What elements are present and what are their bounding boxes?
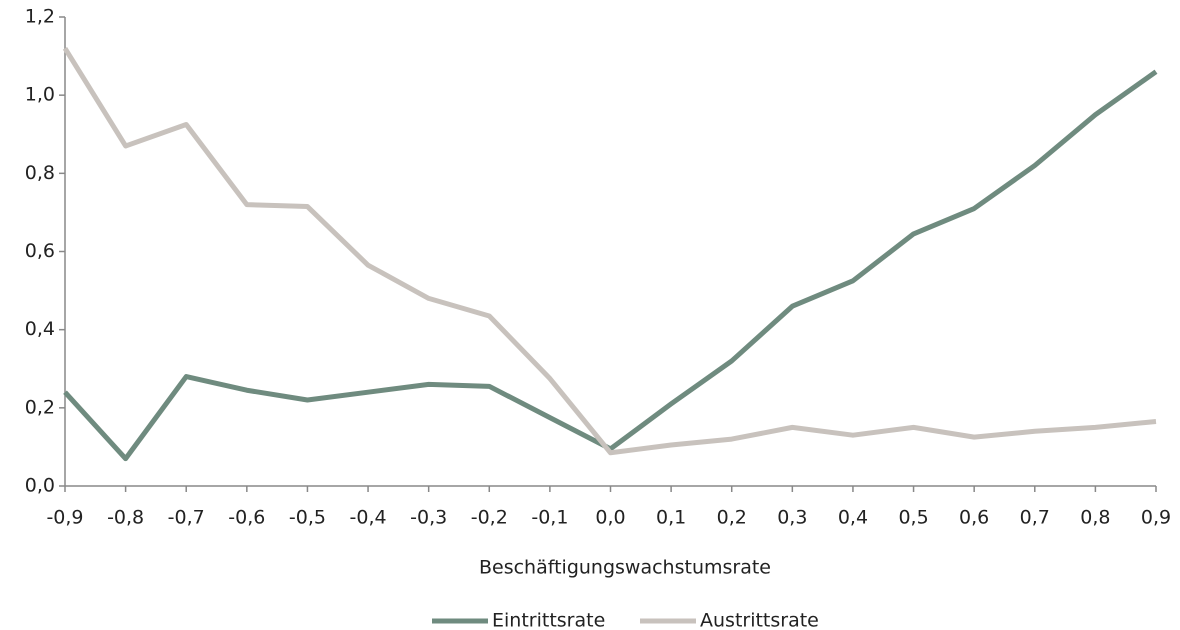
series-line [63, 69, 1158, 462]
x-tick-label: 0,0 [595, 507, 625, 529]
y-tick-label: 0,6 [25, 240, 55, 262]
x-axis-label: Beschäftigungswachstumsrate [479, 557, 771, 579]
y-tick-label: 0,4 [25, 318, 55, 340]
x-tick-label: -0,7 [168, 507, 205, 529]
y-tick-label: 0,8 [25, 162, 55, 184]
x-tick-label: -0,4 [350, 507, 387, 529]
y-tick-label: 0,0 [25, 475, 55, 497]
x-tick-label: 0,8 [1080, 507, 1110, 529]
x-tick-label: -0,6 [228, 507, 265, 529]
x-tick-label: 0,5 [898, 507, 928, 529]
x-tick-label: -0,8 [107, 507, 144, 529]
x-tick-label: -0,5 [289, 507, 326, 529]
x-tick-label: 0,3 [777, 507, 807, 529]
x-tick-label: 0,4 [838, 507, 868, 529]
legend-label: Austrittsrate [700, 610, 819, 630]
legend-label: Eintrittsrate [492, 610, 605, 630]
x-tick-label: -0,1 [531, 507, 568, 529]
series-line [62, 46, 1157, 456]
y-tick-label: 1,0 [25, 84, 55, 106]
y-tick-label: 1,2 [25, 6, 55, 28]
x-tick-label: 0,6 [959, 507, 989, 529]
x-tick-label: -0,9 [46, 507, 83, 529]
x-tick-label: 0,1 [656, 507, 686, 529]
x-tick-label: 0,2 [717, 507, 747, 529]
y-tick-label: 0,2 [25, 396, 55, 418]
x-tick-label: 0,7 [1020, 507, 1050, 529]
x-tick-label: -0,2 [471, 507, 508, 529]
x-tick-label: 0,9 [1141, 507, 1171, 529]
x-tick-label: -0,3 [410, 507, 447, 529]
